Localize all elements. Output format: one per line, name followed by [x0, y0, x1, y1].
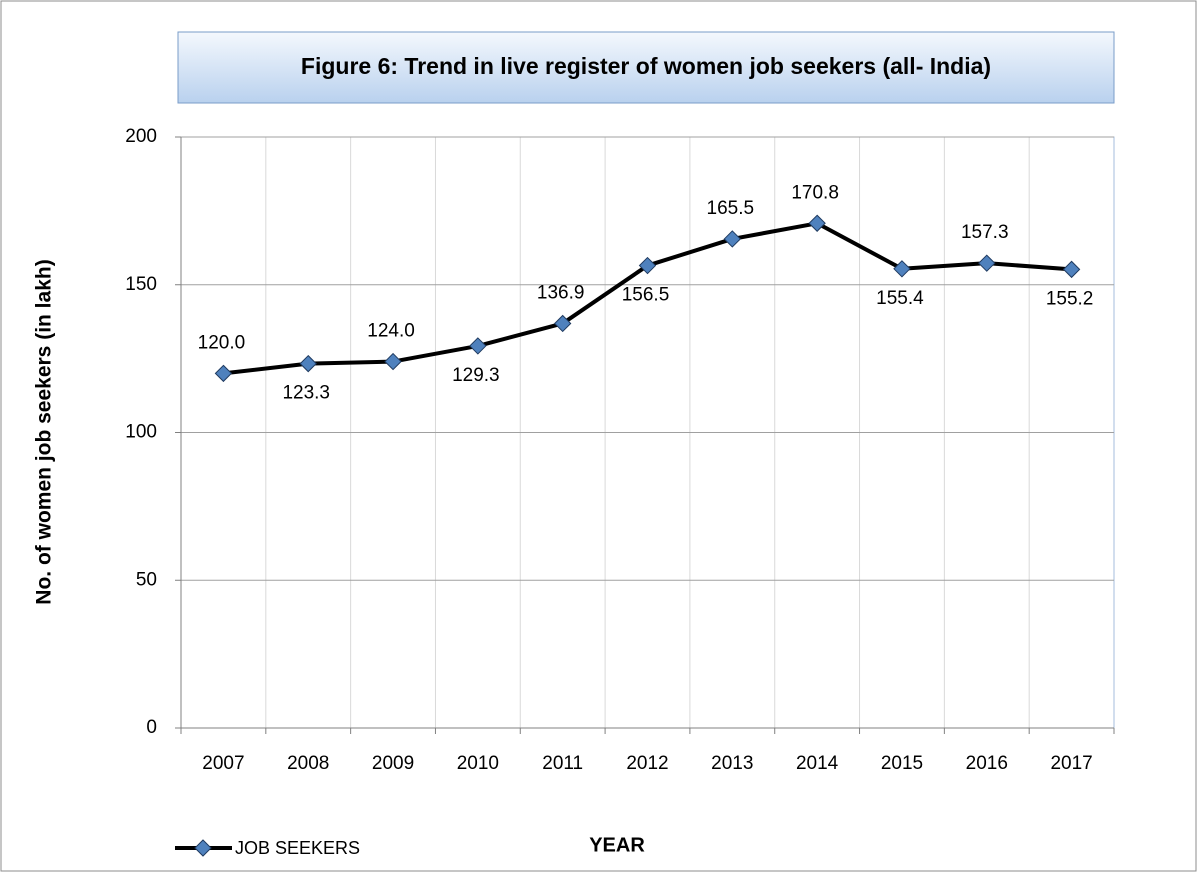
y-tick-label: 100 — [125, 422, 157, 443]
data-label: 124.0 — [367, 321, 415, 342]
data-label: 136.9 — [537, 282, 585, 303]
x-tick-label: 2007 — [202, 753, 244, 774]
x-tick-label: 2011 — [542, 753, 583, 774]
chart-title: Figure 6: Trend in live register of wome… — [301, 53, 991, 79]
data-label: 170.8 — [791, 182, 839, 203]
data-marker — [1062, 260, 1081, 279]
data-label: 129.3 — [452, 365, 500, 386]
data-label: 155.2 — [1046, 288, 1094, 309]
x-tick-label: 2016 — [966, 753, 1008, 774]
x-tick-label: 2013 — [711, 753, 753, 774]
data-marker — [384, 352, 402, 371]
legend-marker — [194, 839, 212, 857]
data-marker — [214, 364, 233, 383]
data-marker — [808, 214, 826, 232]
data-label: 165.5 — [707, 198, 755, 219]
data-label: 120.0 — [198, 332, 246, 353]
legend-label: JOB SEEKERS — [235, 838, 360, 858]
x-tick-label: 2015 — [881, 753, 923, 774]
title-box — [177, 31, 1115, 104]
data-marker — [469, 337, 487, 355]
y-tick-label: 200 — [125, 126, 157, 147]
x-axis-label: YEAR — [589, 834, 645, 856]
x-tick-label: 2008 — [287, 753, 329, 774]
data-label: 123.3 — [282, 383, 330, 404]
data-marker — [893, 260, 911, 278]
data-marker — [638, 256, 657, 275]
data-marker — [299, 354, 317, 373]
y-axis-label: No. of women job seekers (in lakh) — [33, 259, 56, 604]
data-marker — [978, 254, 996, 272]
x-tick-label: 2009 — [372, 753, 414, 774]
x-tick-label: 2017 — [1050, 753, 1092, 774]
data-label: 157.3 — [961, 222, 1009, 243]
y-tick-label: 0 — [146, 717, 157, 738]
data-label: 156.5 — [622, 285, 670, 306]
x-tick-label: 2014 — [796, 753, 839, 774]
data-marker — [723, 230, 742, 248]
x-tick-label: 2012 — [626, 753, 668, 774]
data-label: 155.4 — [876, 288, 924, 309]
y-tick-label: 50 — [136, 569, 157, 590]
y-tick-label: 150 — [125, 274, 157, 295]
x-tick-label: 2010 — [457, 753, 499, 774]
data-marker — [553, 314, 572, 333]
